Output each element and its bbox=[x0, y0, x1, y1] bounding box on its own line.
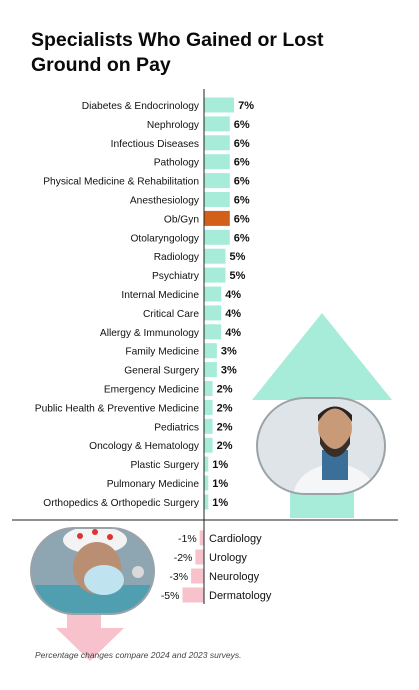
bar-19 bbox=[204, 456, 209, 472]
value-label-10: 4% bbox=[225, 289, 241, 301]
bar-21 bbox=[204, 494, 209, 510]
value-label-12: 4% bbox=[225, 327, 241, 339]
value-label-5: 6% bbox=[234, 195, 250, 207]
value-label-13: 3% bbox=[221, 346, 237, 358]
bar-13 bbox=[204, 343, 217, 359]
bar-9 bbox=[204, 267, 226, 283]
value-label-25: -5% bbox=[161, 590, 180, 602]
category-label-21: Orthopedics & Orthopedic Surgery bbox=[43, 498, 200, 509]
category-label-7: Otolaryngology bbox=[130, 233, 199, 244]
category-label-3: Pathology bbox=[154, 158, 200, 169]
value-label-11: 4% bbox=[225, 308, 241, 320]
value-label-3: 6% bbox=[234, 157, 250, 169]
value-label-4: 6% bbox=[234, 176, 250, 188]
doctor-photo bbox=[256, 397, 386, 495]
value-label-7: 6% bbox=[234, 232, 250, 244]
value-label-2: 6% bbox=[234, 138, 250, 150]
category-label-4: Physical Medicine & Rehabilitation bbox=[43, 177, 199, 188]
value-label-9: 5% bbox=[230, 270, 246, 282]
value-label-19: 1% bbox=[212, 459, 228, 471]
category-label-16: Public Health & Preventive Medicine bbox=[35, 403, 200, 414]
category-label-2: Infectious Diseases bbox=[111, 139, 199, 150]
category-label-1: Nephrology bbox=[147, 120, 200, 131]
value-label-21: 1% bbox=[212, 497, 228, 509]
bar-7 bbox=[204, 229, 230, 245]
bar-15 bbox=[204, 381, 213, 396]
value-label-6: 6% bbox=[234, 213, 250, 225]
value-label-16: 2% bbox=[217, 402, 233, 414]
value-label-20: 1% bbox=[212, 478, 228, 490]
bar-16 bbox=[204, 399, 213, 415]
footnote: Percentage changes compare 2024 and 2023… bbox=[35, 650, 242, 660]
category-label-22: Cardiology bbox=[209, 533, 262, 545]
bar-12 bbox=[204, 324, 222, 340]
category-label-14: General Surgery bbox=[124, 366, 200, 377]
category-label-15: Emergency Medicine bbox=[104, 385, 199, 396]
value-label-22: -1% bbox=[178, 533, 197, 545]
bar-10 bbox=[204, 286, 222, 302]
category-label-13: Family Medicine bbox=[125, 347, 199, 358]
value-label-18: 2% bbox=[217, 440, 233, 452]
category-label-5: Anesthesiology bbox=[130, 196, 200, 207]
bar-1 bbox=[204, 116, 230, 132]
bar-23 bbox=[195, 549, 204, 565]
bar-11 bbox=[204, 305, 222, 321]
value-label-17: 2% bbox=[217, 421, 233, 433]
category-label-18: Oncology & Hematology bbox=[89, 441, 200, 452]
bar-8 bbox=[204, 248, 226, 264]
bar-5 bbox=[204, 192, 230, 207]
down-arrow-icon bbox=[56, 608, 124, 661]
surgeon-photo bbox=[30, 527, 155, 615]
value-label-24: -3% bbox=[169, 571, 188, 583]
bar-0 bbox=[204, 97, 235, 113]
bar-6 bbox=[204, 210, 230, 226]
category-label-11: Critical Care bbox=[143, 309, 199, 320]
chart-title: Specialists Who Gained or Lost Ground on… bbox=[31, 29, 324, 76]
bar-3 bbox=[204, 154, 230, 170]
category-label-9: Psychiatry bbox=[152, 271, 200, 282]
bar-24 bbox=[191, 568, 204, 584]
value-label-1: 6% bbox=[234, 119, 250, 131]
category-label-6: Ob/Gyn bbox=[164, 214, 199, 225]
category-label-10: Internal Medicine bbox=[121, 290, 199, 301]
category-label-23: Urology bbox=[209, 552, 247, 564]
category-labels: Diabetes & Endocrinology Nephrology Infect… bbox=[35, 101, 272, 602]
value-label-15: 2% bbox=[217, 384, 233, 396]
category-label-25: Dermatology bbox=[209, 590, 272, 602]
value-label-0: 7% bbox=[238, 100, 254, 112]
category-label-0: Diabetes & Endocrinology bbox=[82, 101, 200, 112]
value-label-23: -2% bbox=[174, 552, 193, 564]
bar-20 bbox=[204, 475, 209, 491]
bar-4 bbox=[204, 173, 230, 189]
bar-22 bbox=[199, 530, 204, 546]
value-label-8: 5% bbox=[230, 251, 246, 263]
bar-group bbox=[182, 97, 235, 603]
category-label-12: Allergy & Immunology bbox=[100, 328, 200, 339]
bar-14 bbox=[204, 362, 217, 378]
bar-25 bbox=[182, 587, 204, 603]
category-label-19: Plastic Surgery bbox=[130, 460, 199, 471]
bar-18 bbox=[204, 437, 213, 453]
category-label-8: Radiology bbox=[154, 252, 200, 263]
value-labels: 7% 6% 6% 6% 6% 6% 6% 6% 5% 5% 4% 4% 4% 3% 3% 2% 2% 2% 2% 1%… bbox=[161, 100, 254, 602]
bar-2 bbox=[204, 135, 230, 151]
bar-17 bbox=[204, 418, 213, 434]
category-label-17: Pediatrics bbox=[154, 422, 199, 433]
category-label-24: Neurology bbox=[209, 571, 260, 583]
category-label-20: Pulmonary Medicine bbox=[107, 479, 200, 490]
value-label-14: 3% bbox=[221, 365, 237, 377]
